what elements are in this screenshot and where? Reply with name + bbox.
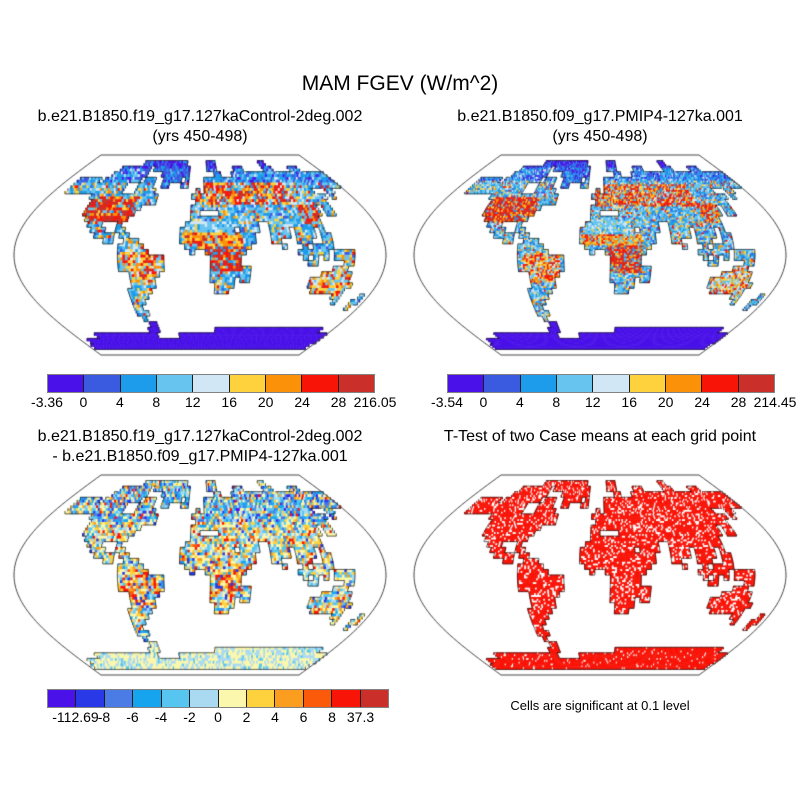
panel-title-line1: T-Test of two Case means at each grid po…	[443, 428, 757, 445]
colorbar-tick-label: -6	[126, 709, 139, 725]
colorbar-box	[120, 375, 157, 392]
colorbar-tick-label: 28	[330, 394, 347, 410]
panel-title-ttest: T-Test of two Case means at each grid po…	[400, 424, 800, 469]
colorbar-box	[302, 375, 339, 392]
colorbar-box	[48, 375, 85, 392]
colorbar-box	[190, 690, 219, 707]
colorbar-box	[48, 690, 77, 707]
world-map-pmip4-run	[410, 152, 790, 358]
colorbar-labels: -3.36 0 4 8 12 16 20 24 28 216.05	[31, 394, 396, 412]
colorbar-box	[448, 375, 485, 392]
panel-title-control: b.e21.B1850.f19_g17.127kaControl-2deg.00…	[0, 104, 400, 149]
colorbar-box	[229, 375, 266, 392]
panel-title-line2: - b.e21.B1850.f09_g17.PMIP4-127ka.001	[52, 448, 348, 465]
panel-title-difference: b.e21.B1850.f19_g17.127kaControl-2deg.00…	[0, 424, 400, 469]
colorbar-tick-label: 4	[271, 709, 279, 725]
colorbar-box	[665, 375, 703, 392]
panel-title-line2: (yrs 450-498)	[552, 128, 648, 145]
colorbar-tick-label: 214.45	[753, 394, 797, 410]
colorbar-box	[360, 690, 389, 707]
colorbar-box	[218, 690, 247, 707]
colorbar-tick-label: 12	[584, 394, 601, 410]
colorbar-tick-label: 4	[515, 394, 524, 410]
panel-control-run: b.e21.B1850.f19_g17.127kaControl-2deg.00…	[0, 104, 400, 434]
colorbar-tick-label: 0	[479, 394, 488, 410]
colorbar-tick-label: 20	[257, 394, 274, 410]
panel-pmip4-run: b.e21.B1850.f09_g17.PMIP4-127ka.001 (yrs…	[400, 104, 800, 434]
colorbar-box	[104, 690, 134, 707]
colorbar-tick-label: -112.69	[52, 709, 99, 725]
colorbar-box	[738, 375, 774, 392]
colorbar-box	[193, 375, 230, 392]
colorbar-box	[484, 375, 521, 392]
colorbar-labels: -3.54 0 4 8 12 16 20 24 28 214.45	[431, 394, 796, 412]
colorbar-pmip4-run: -3.54 0 4 8 12 16 20 24 28 214.45	[431, 374, 796, 414]
colorbar-tick-label: -4	[154, 709, 168, 725]
colorbar-box	[161, 690, 191, 707]
panel-title-pmip4: b.e21.B1850.f09_g17.PMIP4-127ka.001 (yrs…	[400, 104, 800, 149]
colorbar-tick-label: 216.05	[353, 394, 397, 410]
colorbar-box	[133, 690, 162, 707]
colorbar-box	[702, 375, 739, 392]
colorbar-box	[84, 375, 121, 392]
colorbar-difference: -112.69 -8 -6 -4 -2 0 2 4 6 8 37.3	[47, 689, 389, 729]
colorbar-tick-label: 8	[152, 394, 161, 410]
colorbar-tick-label: 20	[657, 394, 674, 410]
panel-title-line2: (yrs 450-498)	[152, 128, 248, 145]
colorbar-boxes	[447, 374, 775, 393]
colorbar-tick-label: 8	[328, 709, 336, 725]
colorbar-box	[593, 375, 630, 392]
colorbar-tick-label: 2	[242, 709, 251, 725]
colorbar-tick-label: 12	[184, 394, 201, 410]
colorbar-box	[556, 375, 594, 392]
colorbar-box	[520, 375, 557, 392]
colorbar-box	[246, 690, 276, 707]
panel-title-line1: b.e21.B1850.f19_g17.127kaControl-2deg.00…	[37, 428, 363, 445]
colorbar-tick-label: 16	[621, 394, 638, 410]
panel-ttest: T-Test of two Case means at each grid po…	[400, 424, 800, 754]
colorbar-tick-label: -3.54	[431, 394, 463, 410]
colorbar-boxes	[47, 374, 375, 393]
colorbar-box	[303, 690, 333, 707]
world-map-ttest	[410, 472, 790, 678]
colorbar-tick-label: 24	[294, 394, 310, 410]
colorbar-tick-label: 8	[552, 394, 561, 410]
panel-title-line1: b.e21.B1850.f09_g17.PMIP4-127ka.001	[457, 108, 743, 125]
colorbar-tick-label: 37.3	[346, 709, 375, 725]
significance-caption: Cells are significant at 0.1 level	[510, 698, 690, 713]
figure-title: MAM FGEV (W/m^2)	[301, 72, 499, 95]
panel-difference: b.e21.B1850.f19_g17.127kaControl-2deg.00…	[0, 424, 400, 754]
colorbar-tick-label: 0	[214, 709, 222, 725]
colorbar-tick-label: 0	[79, 394, 88, 410]
colorbar-tick-label: 4	[115, 394, 124, 410]
world-map-difference	[10, 472, 390, 678]
panel-title-line1: b.e21.B1850.f19_g17.127kaControl-2deg.00…	[37, 108, 363, 125]
colorbar-tick-label: -2	[183, 709, 196, 725]
colorbar-control-run: -3.36 0 4 8 12 16 20 24 28 216.05	[31, 374, 396, 414]
colorbar-tick-label: -3.36	[31, 394, 63, 410]
colorbar-box	[338, 375, 374, 392]
colorbar-box	[332, 690, 361, 707]
colorbar-tick-label: 16	[221, 394, 238, 410]
colorbar-boxes	[47, 689, 389, 708]
colorbar-box	[76, 690, 105, 707]
colorbar-tick-label: -8	[97, 709, 111, 725]
colorbar-labels: -112.69 -8 -6 -4 -2 0 2 4 6 8 37.3	[47, 709, 389, 727]
colorbar-box	[156, 375, 194, 392]
colorbar-box	[275, 690, 304, 707]
colorbar-tick-label: 24	[694, 394, 710, 410]
colorbar-box	[265, 375, 303, 392]
world-map-control-run	[10, 152, 390, 358]
colorbar-box	[629, 375, 666, 392]
colorbar-tick-label: 28	[730, 394, 747, 410]
colorbar-tick-label: 6	[299, 709, 308, 725]
